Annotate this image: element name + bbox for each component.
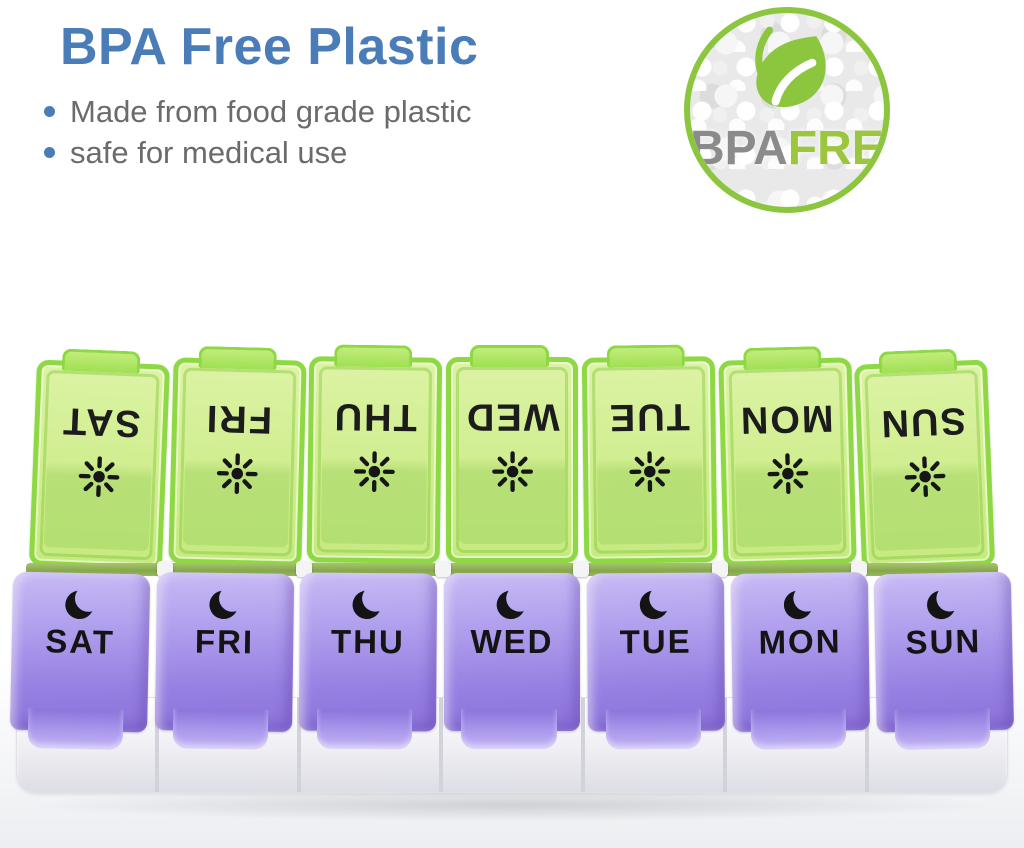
pm-lid-row: SAT FRI THU WED bbox=[10, 571, 1015, 751]
feature-list: Made from food grade plastic safe for me… bbox=[44, 91, 478, 173]
hinge-clip bbox=[434, 561, 451, 577]
latch-tab bbox=[316, 708, 413, 750]
moon-icon bbox=[927, 590, 957, 620]
ground-shadow bbox=[36, 789, 988, 821]
am-lid: MON bbox=[718, 346, 857, 567]
day-label: FRI bbox=[203, 396, 273, 441]
pill-organizer: SAT FRI bbox=[0, 337, 1024, 837]
base-cell bbox=[155, 698, 297, 792]
pm-lid: SAT bbox=[10, 571, 150, 750]
sun-icon bbox=[353, 450, 395, 492]
sun-icon bbox=[78, 456, 120, 497]
sun-icon bbox=[767, 452, 808, 494]
pm-lid: MON bbox=[730, 572, 870, 750]
day-label: SUN bbox=[879, 398, 967, 445]
am-lid: SUN bbox=[854, 348, 996, 571]
badge-text: BPAFREE bbox=[690, 122, 884, 176]
am-lid: THU bbox=[306, 344, 442, 564]
lid-tab bbox=[470, 345, 549, 367]
day-label: TUE bbox=[607, 394, 691, 438]
day-label: SAT bbox=[44, 622, 116, 661]
pm-lid: THU bbox=[299, 572, 437, 750]
bpa-free-badge: BPAFREE bbox=[684, 7, 890, 213]
hinge-clip bbox=[712, 561, 729, 577]
latch-tab bbox=[894, 708, 992, 751]
moon-icon bbox=[209, 590, 238, 620]
pm-lid: SUN bbox=[874, 571, 1015, 751]
day-label: WED bbox=[470, 623, 554, 660]
bullet-dot-icon bbox=[44, 146, 55, 158]
day-label: WED bbox=[464, 395, 560, 438]
pm-lid: FRI bbox=[154, 572, 294, 750]
base-cell bbox=[439, 698, 581, 792]
moon-icon bbox=[640, 590, 669, 620]
sun-icon bbox=[904, 456, 946, 497]
header: BPA Free Plastic Made from food grade pl… bbox=[44, 18, 479, 173]
sun-icon bbox=[629, 450, 671, 492]
day-label: FRI bbox=[194, 622, 254, 661]
latch-tab bbox=[172, 708, 269, 750]
badge-word-bpa: BPA bbox=[690, 122, 788, 175]
latch-tab bbox=[605, 708, 702, 750]
moon-icon bbox=[496, 590, 526, 620]
day-label: TUE bbox=[619, 622, 693, 661]
latch-tab bbox=[750, 708, 847, 750]
feature-item: safe for medical use bbox=[44, 132, 478, 173]
feature-text: Made from food grade plastic bbox=[70, 93, 472, 129]
feature-item: Made from food grade plastic bbox=[44, 91, 478, 132]
latch-tab bbox=[27, 707, 124, 750]
base-cell bbox=[581, 698, 723, 792]
base-cell bbox=[297, 698, 439, 792]
page-title: BPA Free Plastic bbox=[60, 18, 479, 76]
latch-tab bbox=[461, 709, 558, 749]
day-label: MON bbox=[738, 396, 834, 441]
am-lid: SAT bbox=[28, 348, 170, 571]
moon-icon bbox=[65, 590, 95, 620]
leaf-icon bbox=[755, 26, 826, 108]
moon-icon bbox=[352, 590, 382, 620]
pm-lid: WED bbox=[443, 573, 581, 749]
base-cell bbox=[723, 698, 865, 792]
am-lid-row: SAT FRI bbox=[28, 344, 996, 571]
day-label: THU bbox=[331, 622, 406, 661]
sun-icon bbox=[491, 450, 533, 492]
day-label: MON bbox=[758, 622, 842, 661]
badge-word-free: FREE bbox=[787, 122, 884, 175]
feature-text: safe for medical use bbox=[70, 134, 348, 170]
base-cell bbox=[865, 698, 1007, 792]
bullet-dot-icon bbox=[44, 105, 55, 117]
moon-icon bbox=[784, 590, 813, 620]
pm-lid: TUE bbox=[587, 572, 725, 750]
am-lid: FRI bbox=[167, 345, 306, 567]
am-lid: WED bbox=[445, 345, 579, 563]
sun-icon bbox=[216, 452, 257, 494]
day-label: THU bbox=[332, 394, 418, 438]
am-lid: TUE bbox=[582, 344, 718, 564]
hinge-clip bbox=[573, 561, 590, 577]
day-label: SAT bbox=[60, 398, 142, 444]
day-label: SUN bbox=[905, 622, 983, 661]
